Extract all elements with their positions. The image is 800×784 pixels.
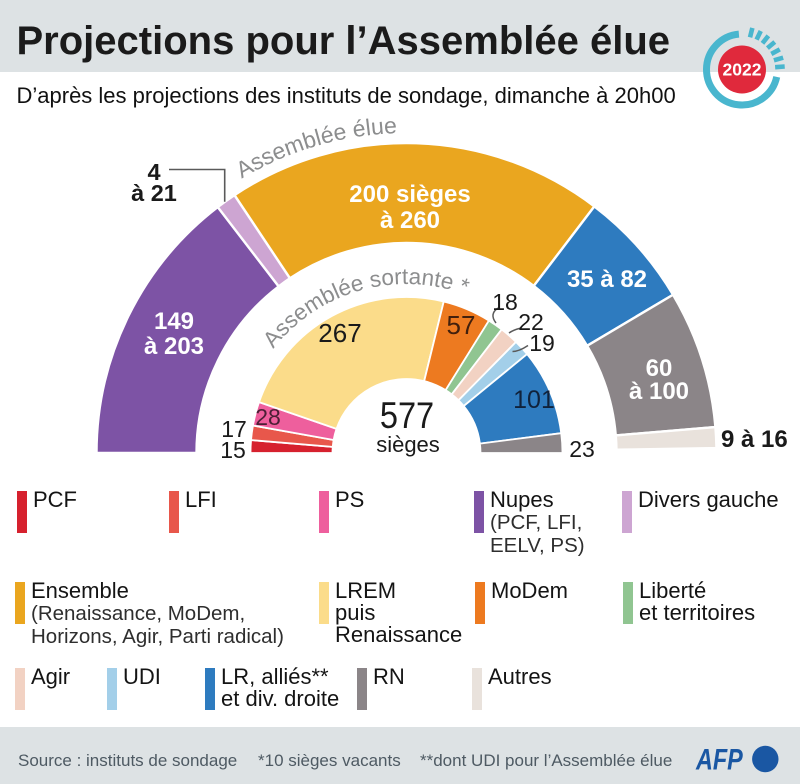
svg-text:2022: 2022: [723, 60, 762, 80]
svg-text:AFP: AFP: [695, 743, 743, 776]
